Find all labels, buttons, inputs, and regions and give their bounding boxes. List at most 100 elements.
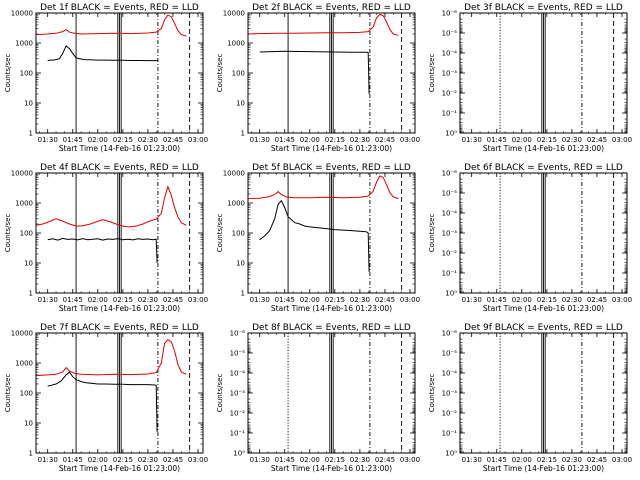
y-tick-label: 10000 [11, 170, 33, 178]
y-axis-label: Counts/sec [428, 374, 436, 413]
y-axis-label: Counts/sec [216, 54, 224, 93]
y-tick-label: 10 [24, 100, 33, 108]
panel-title: Det 5f BLACK = Events, RED = LLD [252, 163, 411, 173]
y-tick-label: 10⁻⁴ [442, 50, 458, 58]
panel-title: Det 9f BLACK = Events, RED = LLD [464, 323, 623, 333]
x-tick-label: 01:45 [487, 136, 507, 144]
y-axis-label: Counts/sec [4, 214, 12, 253]
y-axis-label: Counts/sec [216, 214, 224, 253]
x-axis-label: Start Time (14-Feb-16 01:23:00) [59, 144, 180, 153]
x-tick-label: 02:15 [325, 136, 345, 144]
y-tick-label: 100 [20, 390, 33, 398]
y-tick-label: 10⁻⁵ [230, 350, 246, 358]
y-tick-label: 10⁻⁵ [442, 190, 458, 198]
x-tick-label: 01:45 [487, 456, 507, 464]
y-tick-label: 10⁻⁴ [230, 370, 246, 378]
x-tick-label: 02:30 [562, 296, 582, 304]
y-tick-label: 1000 [15, 200, 33, 208]
y-tick-label: 10⁻¹ [442, 430, 458, 438]
y-tick-label: 10⁰ [445, 450, 457, 458]
y-tick-label: 10⁻³ [230, 390, 246, 398]
y-tick-label: 10⁻⁴ [442, 210, 458, 218]
lld-series-line [248, 175, 399, 200]
detector-panel-1: Det 1f BLACK = Events, RED = LLD Counts/s… [4, 3, 208, 153]
x-tick-label: 01:30 [38, 136, 58, 144]
events-series-line [47, 45, 158, 62]
x-tick-label: 01:30 [462, 136, 482, 144]
x-tick-label: 02:45 [375, 456, 395, 464]
y-tick-label: 10 [236, 100, 245, 108]
x-tick-label: 02:30 [138, 136, 158, 144]
y-tick-label: 10⁻³ [442, 70, 458, 78]
x-tick-label: 02:30 [562, 136, 582, 144]
y-tick-label: 10⁻² [442, 410, 458, 418]
y-tick-label: 10⁻¹ [442, 110, 458, 118]
y-tick-label: 10⁻⁶ [442, 330, 458, 338]
panel-title: Det 4f BLACK = Events, RED = LLD [40, 163, 199, 173]
x-tick-label: 02:00 [300, 136, 320, 144]
x-tick-label: 01:45 [63, 456, 83, 464]
y-tick-label: 1 [29, 290, 33, 298]
x-tick-label: 02:00 [300, 456, 320, 464]
y-tick-label: 10000 [11, 330, 33, 338]
plot-frame [459, 12, 628, 134]
x-tick-label: 02:15 [537, 456, 557, 464]
x-axis-label: Start Time (14-Feb-16 01:23:00) [271, 304, 392, 313]
y-tick-label: 1 [241, 290, 245, 298]
y-tick-label: 10⁻³ [442, 390, 458, 398]
panel-title: Det 6f BLACK = Events, RED = LLD [464, 163, 623, 173]
x-tick-label: 02:30 [350, 136, 370, 144]
x-tick-label: 02:15 [113, 296, 133, 304]
x-tick-label: 02:15 [113, 136, 133, 144]
detector-panel-9: Det 9f BLACK = Events, RED = LLD Counts/s… [428, 323, 632, 473]
y-tick-label: 10⁻⁶ [442, 170, 458, 178]
x-axis-label: Start Time (14-Feb-16 01:23:00) [483, 144, 604, 153]
lld-series-line [248, 13, 399, 36]
x-tick-label: 03:00 [188, 136, 208, 144]
x-tick-label: 02:30 [562, 456, 582, 464]
plot-frame [247, 172, 416, 294]
x-tick-label: 01:30 [250, 296, 270, 304]
x-tick-label: 02:30 [350, 456, 370, 464]
x-tick-label: 03:00 [612, 296, 632, 304]
x-axis-label: Start Time (14-Feb-16 01:23:00) [483, 464, 604, 473]
x-tick-label: 02:45 [375, 136, 395, 144]
y-tick-label: 10⁻¹ [442, 270, 458, 278]
x-tick-label: 02:00 [512, 136, 532, 144]
events-series-line [47, 371, 158, 433]
x-tick-label: 01:30 [38, 456, 58, 464]
detector-panel-6: Det 6f BLACK = Events, RED = LLD Counts/s… [428, 163, 632, 313]
y-axis-label: Counts/sec [428, 214, 436, 253]
x-tick-label: 03:00 [188, 296, 208, 304]
y-tick-label: 10⁻² [230, 410, 246, 418]
y-tick-label: 10⁻⁶ [442, 10, 458, 18]
y-tick-label: 10⁻³ [442, 230, 458, 238]
lld-series-line [36, 14, 187, 37]
x-tick-label: 02:00 [512, 456, 532, 464]
y-tick-label: 10⁻⁵ [442, 30, 458, 38]
y-tick-label: 10⁰ [233, 450, 245, 458]
y-tick-label: 1 [29, 450, 33, 458]
plot-frame [459, 332, 628, 454]
panel-title: Det 8f BLACK = Events, RED = LLD [252, 323, 411, 333]
plot-frame [459, 172, 628, 294]
x-tick-label: 02:15 [537, 296, 557, 304]
x-tick-label: 03:00 [612, 456, 632, 464]
x-axis-label: Start Time (14-Feb-16 01:23:00) [271, 464, 392, 473]
x-tick-label: 01:30 [462, 456, 482, 464]
y-tick-label: 10⁻² [442, 90, 458, 98]
x-tick-label: 03:00 [400, 296, 420, 304]
y-tick-label: 100 [20, 230, 33, 238]
x-tick-label: 02:45 [163, 296, 183, 304]
events-series-line [259, 50, 370, 95]
y-tick-label: 10 [236, 260, 245, 268]
y-tick-label: 10000 [223, 10, 245, 18]
y-tick-label: 10⁻⁶ [230, 330, 246, 338]
x-tick-label: 01:45 [487, 296, 507, 304]
y-tick-label: 10⁰ [445, 130, 457, 138]
y-axis-label: Counts/sec [4, 54, 12, 93]
x-tick-label: 02:00 [88, 136, 108, 144]
x-tick-label: 02:15 [325, 296, 345, 304]
detector-panel-2: Det 2f BLACK = Events, RED = LLD Counts/s… [216, 3, 420, 153]
detector-panel-5: Det 5f BLACK = Events, RED = LLD Counts/s… [216, 163, 420, 313]
